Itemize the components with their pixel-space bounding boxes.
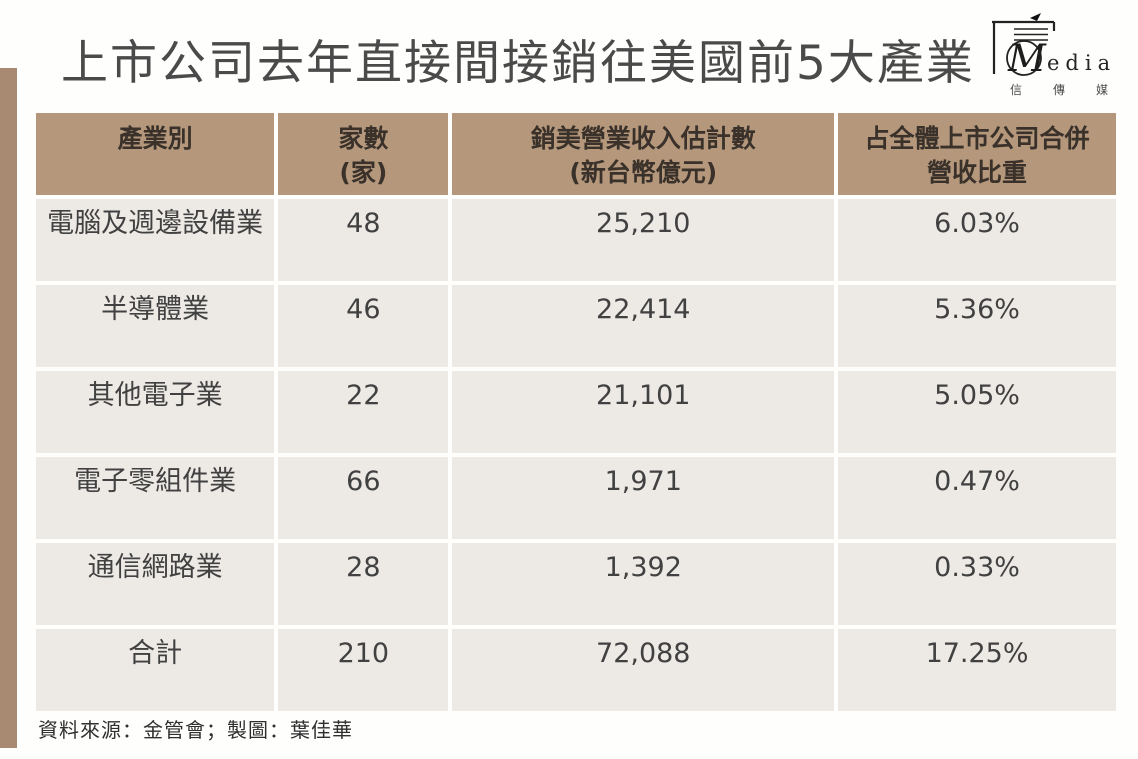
header-line: 占全體上市公司合併: [864, 124, 1090, 153]
cell-industry-total: 合計: [36, 629, 275, 711]
header-line: 營收比重: [927, 158, 1028, 187]
source-credit: 資料來源：金管會；製圖：葉佳華: [38, 718, 353, 742]
industry-table: 產業別 家數 (家) 銷美營業收入估計數 (新台幣億元) 占全體上市公司合併 營…: [36, 113, 1116, 711]
header-line: (新台幣億元): [569, 158, 718, 187]
side-accent-bar: [0, 68, 17, 748]
column-header-share: 占全體上市公司合併 營收比重: [838, 113, 1116, 195]
cell-revenue: 22,414: [452, 285, 835, 367]
logo-subtitle: 信傳媒: [1010, 83, 1124, 97]
cell-industry: 通信網路業: [36, 543, 275, 625]
column-header-revenue: 銷美營業收入估計數 (新台幣億元): [452, 113, 835, 195]
cell-companies-total: 210: [278, 629, 449, 711]
column-header-companies: 家數 (家): [278, 113, 449, 195]
cell-companies: 66: [278, 457, 449, 539]
logo-c-ring: [1006, 40, 1042, 76]
header-line: (家): [339, 158, 388, 187]
cell-industry: 電子零組件業: [36, 457, 275, 539]
cell-share: 0.33%: [838, 543, 1116, 625]
cell-companies: 46: [278, 285, 449, 367]
cmedia-logo-graphic: M edia 信傳媒: [992, 13, 1124, 97]
logo-bracket-stroke: [992, 20, 1056, 74]
cell-industry: 其他電子業: [36, 371, 275, 453]
header-line: 家數: [338, 124, 389, 153]
cell-share: 0.47%: [838, 457, 1116, 539]
cell-industry: 電腦及週邊設備業: [36, 199, 275, 281]
cell-share: 5.36%: [838, 285, 1116, 367]
cell-share: 5.05%: [838, 371, 1116, 453]
column-header-industry: 產業別: [36, 113, 275, 195]
cell-revenue: 25,210: [452, 199, 835, 281]
logo-speech-lines: [1014, 28, 1048, 41]
logo-monogram: M: [1007, 37, 1047, 80]
cell-industry: 半導體業: [36, 285, 275, 367]
header-line: 銷美營業收入估計數: [530, 124, 756, 153]
cell-share-total: 17.25%: [838, 629, 1116, 711]
logo-wordmark: edia: [1047, 51, 1116, 75]
header-line: 產業別: [117, 124, 193, 153]
cell-companies: 28: [278, 543, 449, 625]
cell-revenue-total: 72,088: [452, 629, 835, 711]
cell-revenue: 21,101: [452, 371, 835, 453]
cell-companies: 22: [278, 371, 449, 453]
cell-share: 6.03%: [838, 199, 1116, 281]
page-title: 上市公司去年直接間接銷往美國前5大產業: [61, 36, 975, 91]
cell-companies: 48: [278, 199, 449, 281]
logo-flag-icon: [1030, 13, 1041, 21]
cmedia-logo: M edia 信傳媒: [980, 8, 1124, 100]
cell-revenue: 1,971: [452, 457, 835, 539]
cell-revenue: 1,392: [452, 543, 835, 625]
